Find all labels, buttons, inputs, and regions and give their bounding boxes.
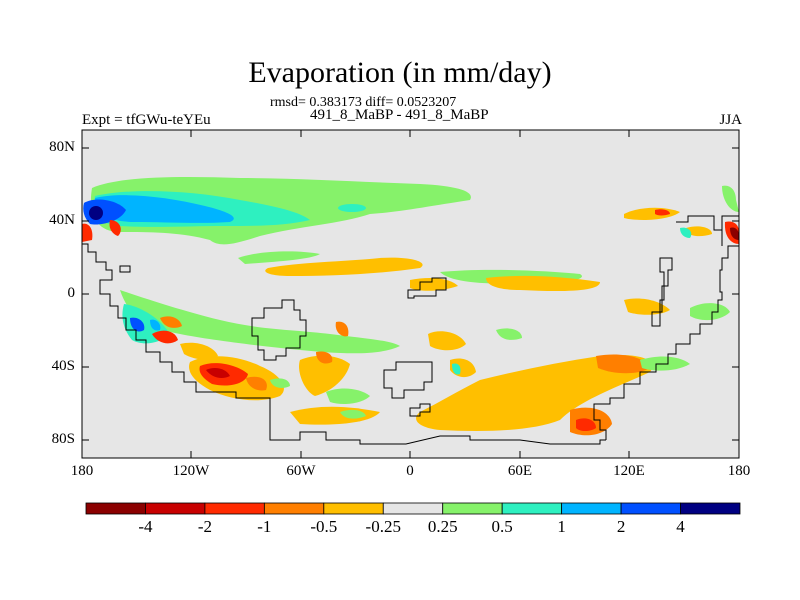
anomaly-south-darkred-e [576, 418, 596, 431]
stats-line: rmsd= 0.383173 diff= 0.0523207 [270, 95, 457, 110]
experiment-subtitle: 491_8_MaBP - 491_8_MaBP [310, 107, 489, 123]
anomaly-atl-red-2 [335, 321, 349, 337]
ytick-80n: 80N [49, 139, 75, 155]
anomaly-south-orange-2 [180, 342, 218, 360]
xtick-60e: 60E [507, 463, 533, 479]
colorbar-label: 1 [557, 517, 566, 536]
colorbar-label: -2 [197, 517, 212, 536]
anomaly-asia-cyan [680, 227, 692, 238]
anomaly-south-orange-3 [246, 376, 267, 391]
continent-north-island [119, 265, 131, 273]
tick-marks [81, 130, 740, 458]
chart-title: Evaporation (in mm/day) [248, 56, 552, 89]
continent-northeast [676, 215, 739, 231]
anomaly-north-lightblue [95, 195, 234, 223]
xtick-120w: 120W [172, 463, 210, 479]
anomaly-trop-green-left [238, 251, 320, 264]
anomaly-trop-orange-band [265, 257, 423, 276]
ytick-80s: 80S [51, 431, 75, 447]
anomaly-south-darkred [206, 368, 230, 378]
ytick-40n: 40N [49, 212, 75, 228]
colorbar-swatch-0 [85, 502, 146, 515]
anomaly-north-darkblue [89, 206, 103, 220]
experiment-label: Expt = tfGWu-teYEu [82, 112, 211, 128]
colorbar-swatch-1 [145, 502, 206, 515]
colorbar-swatch-4 [323, 502, 384, 515]
anomaly-north-red-coast-2 [109, 220, 121, 236]
anomaly-atl-red [316, 351, 333, 364]
colorbar-label: -0.25 [365, 517, 401, 536]
anomaly-south-blue-1 [130, 317, 145, 332]
colorbar-swatch-3 [263, 502, 325, 515]
colorbar-label: 0.5 [491, 517, 513, 536]
colorbar-swatch-9 [620, 502, 681, 515]
continent-ocean-hole-1 [251, 299, 307, 361]
anomaly-east-darkred [730, 227, 739, 240]
anomaly-trop-green-ind [690, 303, 730, 321]
colorbar-label: 2 [616, 517, 626, 536]
colorbar-swatch-7 [501, 502, 563, 515]
anomaly-atl-green [326, 388, 370, 404]
colorbar-label: -0.5 [310, 517, 338, 536]
anomaly-ind-orange-1 [428, 331, 466, 351]
anomaly-trop-orange-ind [624, 298, 670, 315]
anomaly-asia-red [655, 209, 670, 216]
anomaly-south-orange-e2 [596, 354, 650, 374]
anomaly-south-green-far [340, 409, 366, 419]
colorbar-swatch-8 [561, 502, 622, 515]
colorbar-label: 4 [676, 517, 685, 536]
anomaly-trop-orange-right [486, 275, 600, 292]
xtick-180e: 180 [727, 463, 751, 479]
anomaly-atl-orange [299, 355, 350, 396]
anomaly-north-red-coast [82, 223, 93, 242]
colorbar-swatch-10 [680, 502, 741, 515]
anomaly-south-orange-1 [160, 316, 182, 328]
colorbar-label: 0.25 [427, 517, 458, 536]
season-label: JJA [719, 112, 742, 128]
continent-northeast-island [714, 229, 723, 246]
continent-east-coast [593, 245, 739, 440]
continent-ocean-hole-4 [409, 403, 431, 417]
colorbar-label: -4 [138, 517, 153, 536]
ytick-40s: 40S [51, 358, 75, 374]
colorbar-label: -1 [257, 517, 272, 536]
anomaly-ind-green [496, 328, 522, 340]
colorbar-swatch-2 [204, 502, 265, 515]
anomaly-atl-green-2 [270, 378, 290, 388]
anomaly-east-cyan [722, 185, 739, 212]
ytick-0: 0 [67, 285, 76, 301]
anomaly-asia-orange-2 [686, 226, 712, 237]
continent-west-coast [82, 243, 606, 445]
xtick-60w: 60W [286, 463, 316, 479]
anomaly-field [82, 177, 739, 436]
anomaly-south-red-1 [152, 330, 178, 344]
anomaly-south-green-band [120, 290, 400, 354]
continent-ocean-hole-2 [407, 277, 447, 299]
colorbar-swatch-6 [442, 502, 503, 515]
xtick-0: 0 [406, 463, 414, 479]
colorbar [85, 502, 741, 515]
continent-ocean-hole-3 [383, 361, 433, 399]
xtick-120e: 120E [613, 463, 645, 479]
anomaly-south-blue-2 [150, 319, 161, 331]
continent-east-channel [651, 257, 673, 327]
colorbar-swatch-5 [382, 502, 444, 515]
anomaly-ind-cyan [452, 363, 461, 375]
anomaly-north-cyan-patch [338, 204, 366, 212]
anomaly-south-orange-large-e [416, 354, 653, 431]
xtick-180w: 180 [70, 463, 94, 479]
coastlines [82, 215, 739, 445]
